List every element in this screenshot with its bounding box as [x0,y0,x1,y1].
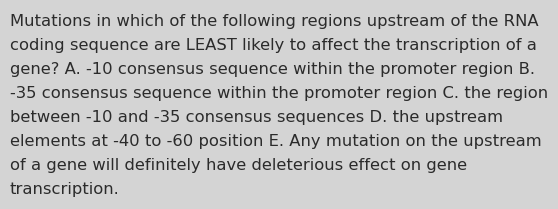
Text: Mutations in which of the following regions upstream of the RNA: Mutations in which of the following regi… [10,14,538,29]
Text: transcription.: transcription. [10,182,120,197]
Text: of a gene will definitely have deleterious effect on gene: of a gene will definitely have deleterio… [10,158,467,173]
Text: -35 consensus sequence within the promoter region C. the region: -35 consensus sequence within the promot… [10,86,548,101]
Text: coding sequence are LEAST likely to affect the transcription of a: coding sequence are LEAST likely to affe… [10,38,537,53]
Text: between -10 and -35 consensus sequences D. the upstream: between -10 and -35 consensus sequences … [10,110,503,125]
Text: gene? A. -10 consensus sequence within the promoter region B.: gene? A. -10 consensus sequence within t… [10,62,535,77]
Text: elements at -40 to -60 position E. Any mutation on the upstream: elements at -40 to -60 position E. Any m… [10,134,542,149]
